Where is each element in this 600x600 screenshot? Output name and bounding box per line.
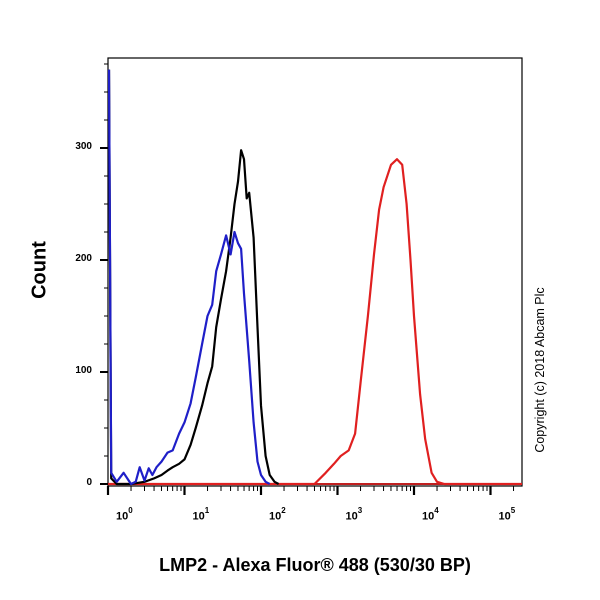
plot-frame — [107, 57, 523, 487]
histogram-curves — [107, 69, 522, 486]
copyright-notice: Copyright (c) 2018 Abcam Plc — [533, 287, 547, 453]
x-tick-label: 100 — [116, 506, 133, 523]
black-histogram-curve — [107, 69, 280, 486]
blue-histogram-curve — [107, 69, 271, 486]
plot-axes — [100, 57, 523, 495]
x-tick-label: 105 — [498, 506, 516, 523]
y-tick-label: 0 — [86, 477, 92, 488]
y-axis-label: Count — [28, 241, 51, 299]
x-tick-label: 103 — [345, 506, 363, 523]
y-tick-label: 300 — [75, 141, 92, 152]
x-axis-label: LMP2 - Alexa Fluor® 488 (530/30 BP) — [159, 555, 471, 575]
y-tick-label: 100 — [75, 365, 92, 376]
x-tick-label: 101 — [192, 506, 210, 523]
x-tick-label: 104 — [422, 506, 439, 523]
y-tick-label: 200 — [75, 253, 92, 264]
x-tick-label: 102 — [269, 506, 286, 523]
red-histogram-curve — [108, 158, 522, 486]
